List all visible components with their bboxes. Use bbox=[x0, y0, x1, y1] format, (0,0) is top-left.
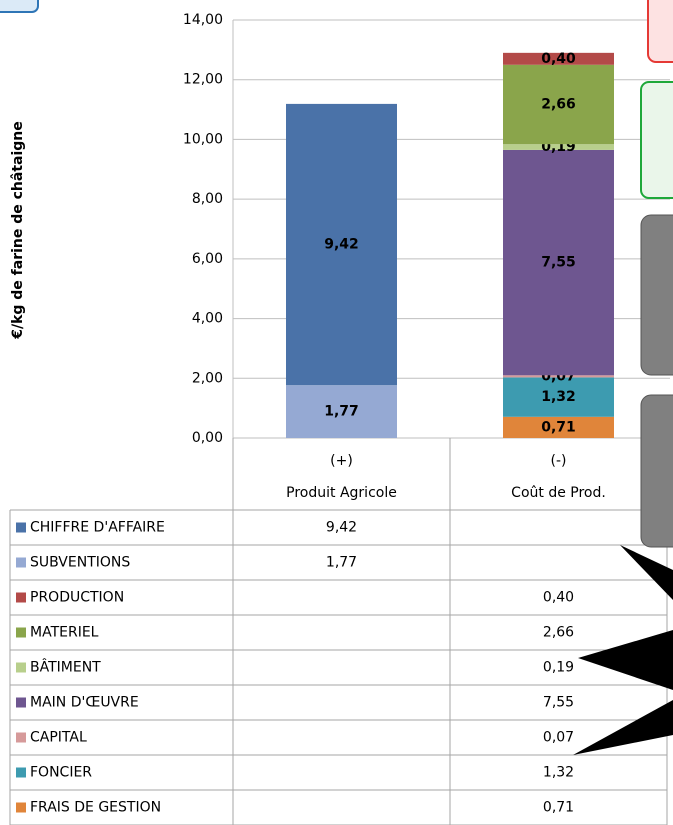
bar-segment bbox=[286, 103, 397, 386]
bar-segment bbox=[503, 416, 614, 438]
y-tick-label: 0,00 bbox=[192, 430, 223, 446]
bar-segment bbox=[503, 144, 614, 150]
data-label: 1,77 bbox=[324, 404, 359, 420]
bar-segment bbox=[286, 385, 397, 438]
bar-segment bbox=[503, 375, 614, 378]
table-cell: 9,42 bbox=[326, 520, 357, 536]
arrow bbox=[573, 700, 673, 755]
y-tick-label: 8,00 bbox=[192, 191, 223, 207]
category-sign: (+) bbox=[330, 453, 353, 469]
legend-label: SUBVENTIONS bbox=[30, 555, 130, 571]
callout-box bbox=[0, 0, 39, 13]
legend-swatch bbox=[16, 522, 26, 533]
legend-label: FONCIER bbox=[30, 765, 92, 781]
table-cell: 0,07 bbox=[543, 730, 574, 746]
legend-swatch bbox=[16, 732, 26, 743]
legend-label: MAIN D'ŒUVRE bbox=[30, 695, 139, 711]
y-tick-label: 4,00 bbox=[192, 311, 223, 327]
table-cell: 0,71 bbox=[543, 800, 574, 816]
legend-label: CAPITAL bbox=[30, 730, 87, 746]
data-label: 1,32 bbox=[541, 389, 576, 405]
legend-swatch bbox=[16, 802, 26, 813]
legend-label: CHIFFRE D'AFFAIRE bbox=[30, 520, 165, 536]
legend-swatch bbox=[16, 592, 26, 603]
legend-label: FRAIS DE GESTION bbox=[30, 800, 161, 816]
bar-segment bbox=[503, 52, 614, 65]
table-cell: 7,55 bbox=[543, 695, 574, 711]
y-tick-label: 10,00 bbox=[183, 131, 223, 147]
bar-segment bbox=[503, 377, 614, 417]
legend-swatch bbox=[16, 767, 26, 778]
data-label: 0,40 bbox=[541, 51, 576, 67]
table-cell: 1,77 bbox=[326, 555, 357, 571]
legend-swatch bbox=[16, 662, 26, 673]
y-axis-title: €/kg de farine de châtaigne bbox=[10, 121, 26, 340]
y-tick-label: 2,00 bbox=[192, 370, 223, 386]
legend-swatch bbox=[16, 697, 26, 708]
y-tick-label: 12,00 bbox=[183, 72, 223, 88]
x-tick-label: Coût de Prod. bbox=[511, 485, 606, 501]
arrow bbox=[578, 630, 673, 690]
table-cell: 2,66 bbox=[543, 625, 574, 641]
table-cell: 1,32 bbox=[543, 765, 574, 781]
category-sign: (-) bbox=[551, 453, 567, 469]
callout-box bbox=[640, 394, 673, 548]
y-tick-label: 6,00 bbox=[192, 251, 223, 267]
y-tick-label: 14,00 bbox=[183, 12, 223, 28]
table-cell: 0,19 bbox=[543, 660, 574, 676]
arrow bbox=[620, 545, 673, 600]
legend-swatch bbox=[16, 627, 26, 638]
legend-label: BÂTIMENT bbox=[30, 658, 101, 676]
callout-box bbox=[647, 0, 673, 63]
plot: 0,00 2,00 4,00 6,00 8,00 10,00 12,00 14,00 (+) Pr… bbox=[9, 12, 670, 825]
callout-box bbox=[640, 81, 673, 199]
table-cell: 0,40 bbox=[543, 590, 574, 606]
data-label: 9,42 bbox=[324, 237, 359, 253]
legend-label: MATERIEL bbox=[30, 625, 99, 641]
data-label: 2,66 bbox=[541, 96, 576, 112]
data-label: 0,71 bbox=[541, 419, 576, 435]
legend-swatch bbox=[16, 557, 26, 568]
data-label: 7,55 bbox=[541, 255, 576, 271]
x-tick-label: Produit Agricole bbox=[286, 485, 397, 501]
callout-box bbox=[640, 214, 673, 376]
bar-segment bbox=[503, 149, 614, 376]
legend-label: PRODUCTION bbox=[30, 590, 124, 606]
bar-segment bbox=[503, 64, 614, 145]
